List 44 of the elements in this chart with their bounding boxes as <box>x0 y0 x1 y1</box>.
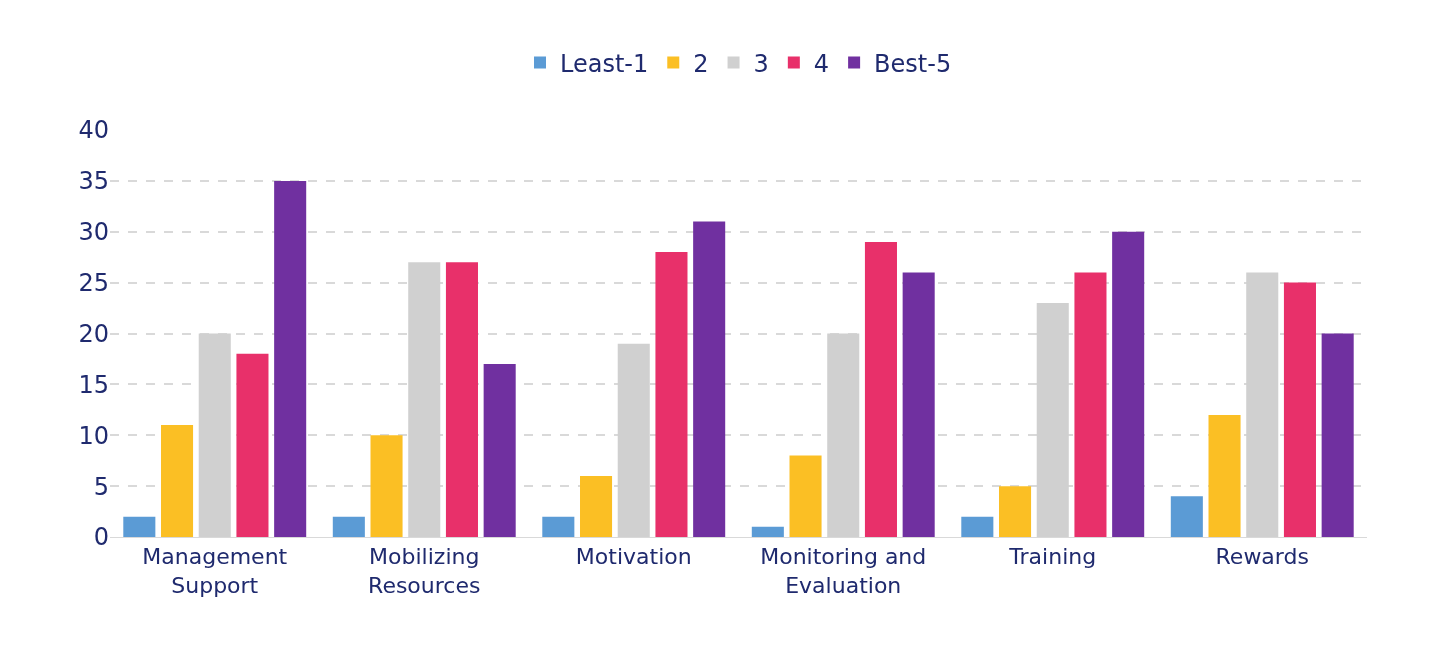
x-tick-label: Rewards <box>1215 544 1309 570</box>
y-tick-label: 20 <box>78 319 109 348</box>
bar <box>864 241 897 537</box>
bar <box>693 221 726 537</box>
bar <box>655 252 688 537</box>
bar <box>236 353 269 537</box>
bar <box>789 455 822 537</box>
bar <box>1112 231 1145 537</box>
bar <box>1283 282 1316 537</box>
y-tick-label: 0 <box>93 523 109 552</box>
bar <box>1208 414 1241 537</box>
x-tick-label: Motivation <box>575 544 692 570</box>
legend-label: Best-5 <box>874 49 952 78</box>
y-tick-label: 35 <box>78 167 109 196</box>
x-tick-label: Monitoring and Evaluation <box>760 544 927 598</box>
bar <box>902 272 935 537</box>
bar <box>123 516 156 537</box>
bar <box>161 425 194 537</box>
y-tick-label: 5 <box>93 472 109 501</box>
x-tick-label: Management Support <box>142 544 288 598</box>
bar <box>274 180 307 537</box>
x-tick-label: Mobilizing Resources <box>368 544 481 598</box>
y-tick-label: 30 <box>78 218 109 247</box>
bar <box>542 516 575 537</box>
x-tick-label: Training <box>1008 544 1097 570</box>
legend-label: 4 <box>813 49 830 78</box>
legend-label: 2 <box>693 49 709 78</box>
bar <box>332 516 365 537</box>
bar <box>751 526 784 537</box>
bar <box>1074 272 1107 537</box>
bar <box>961 516 994 537</box>
bar <box>999 486 1032 537</box>
bar <box>580 475 613 537</box>
legend-label: 3 <box>753 49 769 78</box>
bar <box>370 435 403 537</box>
y-tick-label: 40 <box>78 116 109 145</box>
bar <box>445 262 478 537</box>
bar <box>1170 496 1203 537</box>
legend-label: Least-1 <box>560 49 649 78</box>
bar <box>1321 333 1354 537</box>
y-tick-label: 15 <box>78 370 109 399</box>
y-tick-label: 25 <box>78 269 109 298</box>
bar <box>483 364 516 537</box>
y-tick-label: 10 <box>78 421 109 450</box>
